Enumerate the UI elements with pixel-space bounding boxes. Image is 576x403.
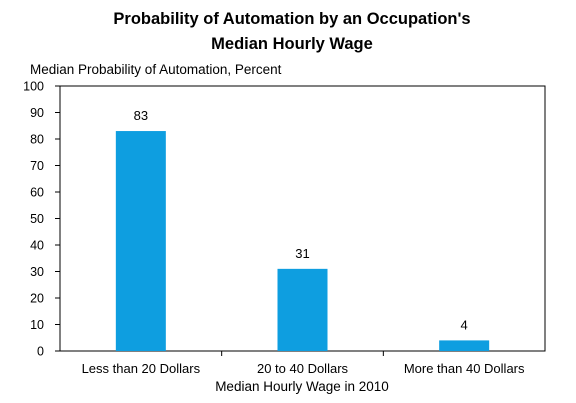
x-category-label: More than 40 Dollars bbox=[404, 361, 525, 376]
y-tick-label: 80 bbox=[30, 133, 44, 147]
y-tick-label: 20 bbox=[30, 292, 44, 306]
y-axis-label: Median Probability of Automation, Percen… bbox=[30, 62, 282, 77]
y-tick-label: 90 bbox=[30, 106, 44, 120]
x-category-label: Less than 20 Dollars bbox=[82, 361, 201, 376]
chart-title-line-1: Probability of Automation by an Occupati… bbox=[113, 10, 470, 28]
data-label: 4 bbox=[461, 317, 468, 332]
y-tick-label: 40 bbox=[30, 239, 44, 253]
bars bbox=[115, 131, 490, 351]
y-tick-label: 0 bbox=[37, 345, 44, 359]
y-tick-label: 60 bbox=[30, 186, 44, 200]
y-tick-label: 50 bbox=[30, 212, 44, 226]
x-axis-label: Median Hourly Wage in 2010 bbox=[215, 379, 389, 394]
x-category-label: 20 to 40 Dollars bbox=[257, 361, 349, 376]
y-tick-label: 10 bbox=[30, 318, 44, 332]
y-tick-label: 30 bbox=[30, 265, 44, 279]
data-labels: 83 31 4 bbox=[134, 108, 468, 332]
y-tick-label: 70 bbox=[30, 159, 44, 173]
y-axis-ticks: 0 10 20 30 40 50 60 70 80 90 100 bbox=[23, 80, 60, 359]
bar bbox=[439, 340, 490, 351]
bar bbox=[277, 268, 328, 351]
data-label: 83 bbox=[134, 108, 148, 123]
data-label: 31 bbox=[295, 246, 309, 261]
chart-title-line-2: Median Hourly Wage bbox=[211, 35, 373, 53]
x-axis-categories: Less than 20 Dollars 20 to 40 Dollars More… bbox=[82, 351, 525, 376]
bar bbox=[115, 131, 166, 351]
y-tick-label: 100 bbox=[23, 80, 44, 94]
